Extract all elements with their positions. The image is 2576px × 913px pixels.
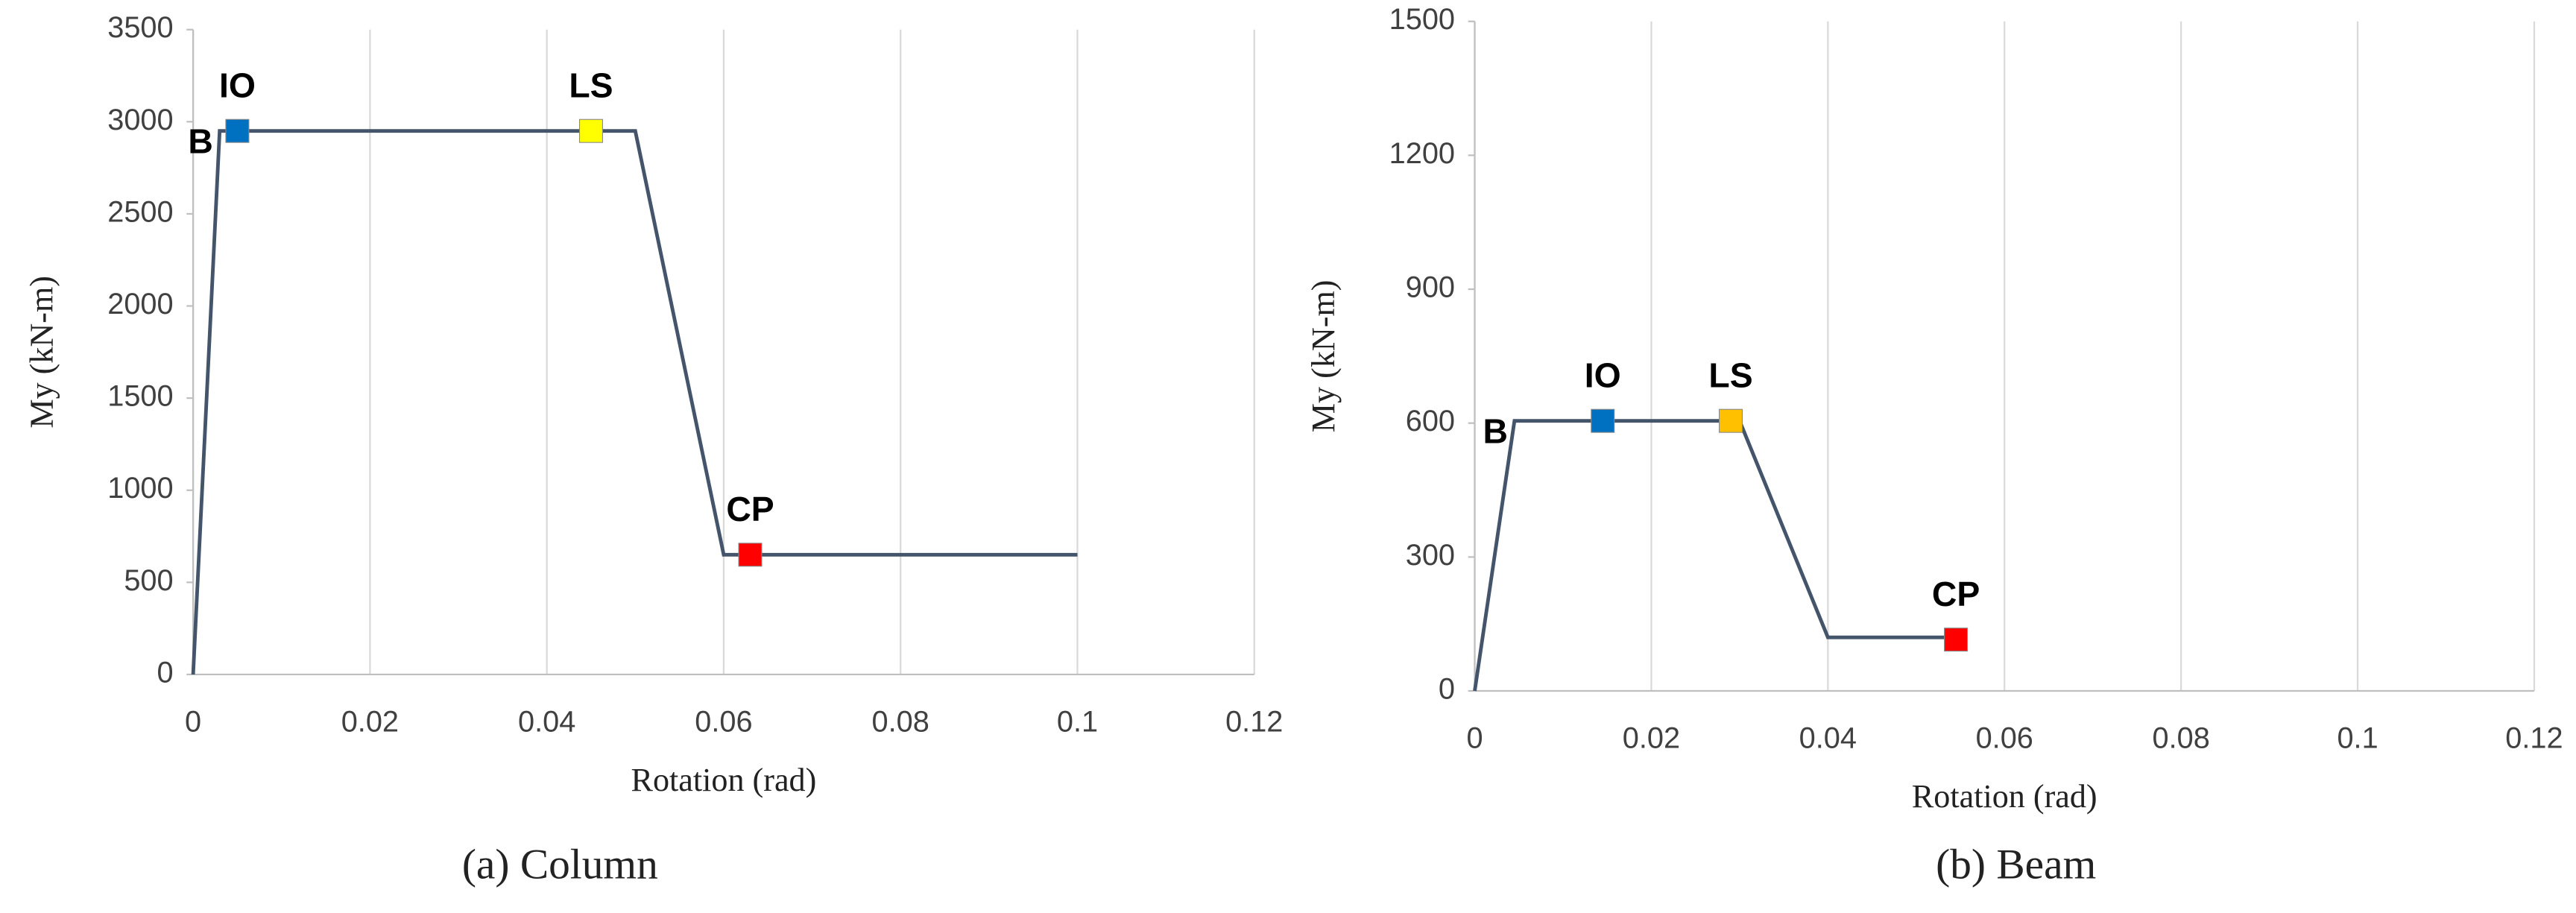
x-axis-label: Rotation (rad) bbox=[1912, 778, 2097, 815]
y-tick-label: 2000 bbox=[107, 288, 173, 320]
caption: (a) Column bbox=[462, 841, 658, 888]
point-label: IO bbox=[219, 66, 256, 105]
x-tick-label: 0 bbox=[1466, 722, 1483, 755]
y-tick-label: 1000 bbox=[107, 472, 173, 505]
x-tick-label: 0.04 bbox=[1799, 722, 1857, 755]
y-tick-label: 300 bbox=[1406, 539, 1455, 572]
y-tick-label: 2500 bbox=[107, 195, 173, 228]
point-label: CP bbox=[1932, 575, 1980, 613]
x-tick-label: 0.06 bbox=[695, 706, 752, 739]
x-tick-label: 0.02 bbox=[341, 706, 399, 739]
y-axis-label: My (kN-m) bbox=[24, 276, 60, 429]
x-tick-label: 0.06 bbox=[1976, 722, 2033, 755]
y-axis-label: My (kN-m) bbox=[1305, 280, 1342, 433]
point-label: B bbox=[188, 122, 212, 161]
data-line bbox=[1473, 419, 1961, 692]
y-tick-label: 0 bbox=[157, 656, 174, 689]
y-tick-label: 600 bbox=[1406, 405, 1455, 437]
point-label: LS bbox=[1708, 356, 1752, 395]
y-tick-label: 500 bbox=[124, 564, 173, 597]
point-label: CP bbox=[726, 490, 774, 528]
caption: (b) Beam bbox=[1936, 841, 2096, 888]
x-tick-label: 0.02 bbox=[1623, 722, 1680, 755]
y-tick-label: 1500 bbox=[1389, 3, 1455, 36]
y-tick-label: 3500 bbox=[107, 11, 173, 44]
x-tick-label: 0.12 bbox=[1225, 706, 1283, 739]
y-tick-label: 0 bbox=[1439, 673, 1455, 706]
point-marker bbox=[578, 119, 603, 143]
point-label: IO bbox=[1585, 356, 1621, 395]
x-tick-label: 0 bbox=[185, 706, 201, 739]
point-marker bbox=[1591, 408, 1615, 433]
x-axis-label: Rotation (rad) bbox=[631, 762, 817, 798]
y-tick-label: 1200 bbox=[1389, 137, 1455, 170]
x-tick-label: 0.08 bbox=[2152, 722, 2209, 755]
point-label: LS bbox=[569, 66, 613, 105]
point-label: B bbox=[1483, 412, 1508, 451]
y-tick-label: 900 bbox=[1406, 271, 1455, 304]
point-marker bbox=[1719, 408, 1743, 433]
x-tick-label: 0.04 bbox=[518, 706, 575, 739]
data-line bbox=[191, 129, 1078, 675]
x-tick-label: 0.1 bbox=[1057, 706, 1098, 739]
point-marker bbox=[225, 119, 250, 143]
x-tick-label: 0.1 bbox=[2337, 722, 2378, 755]
x-tick-label: 0.08 bbox=[872, 706, 929, 739]
y-tick-label: 1500 bbox=[107, 380, 173, 413]
y-tick-label: 3000 bbox=[107, 104, 173, 136]
x-tick-label: 0.12 bbox=[2505, 722, 2563, 755]
point-marker bbox=[738, 543, 763, 567]
point-marker bbox=[1944, 628, 1969, 652]
